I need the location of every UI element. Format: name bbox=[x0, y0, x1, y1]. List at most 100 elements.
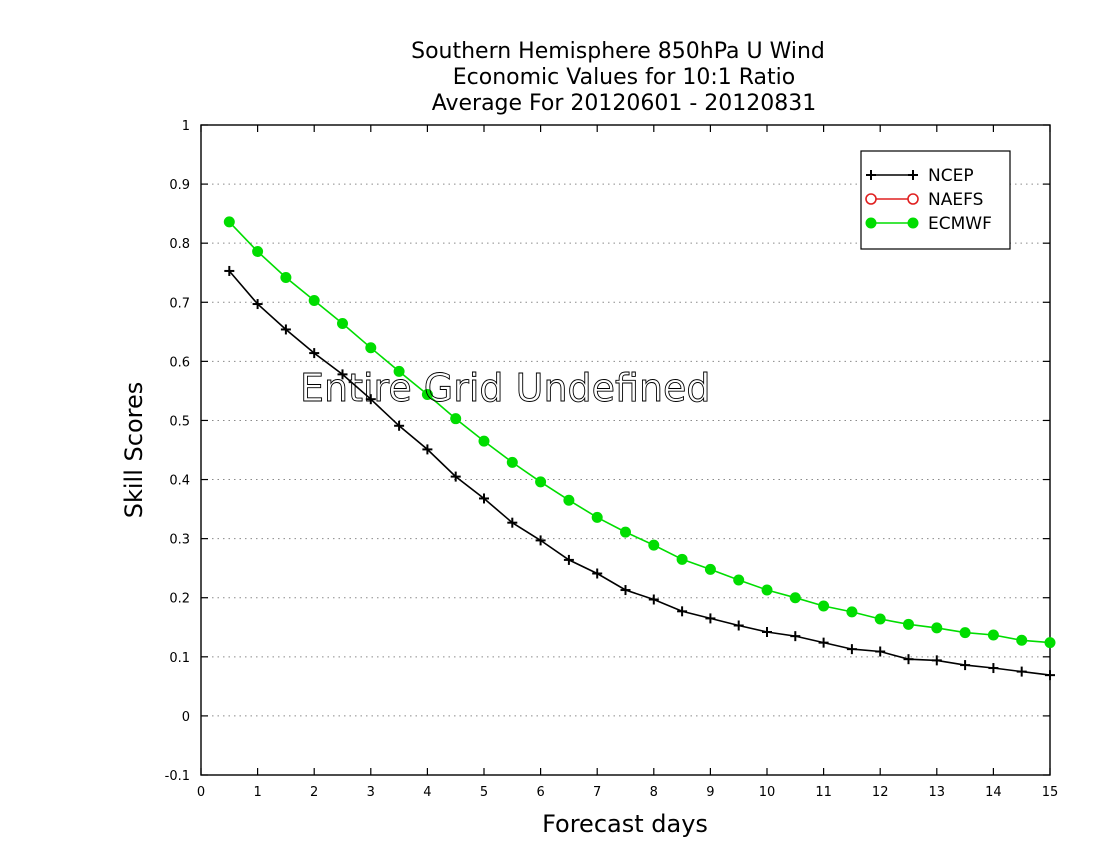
legend-marker-start bbox=[865, 217, 877, 229]
legend-label: ECMWF bbox=[928, 214, 992, 234]
ecmwf-point bbox=[478, 435, 490, 447]
y-tick-label: 0 bbox=[182, 710, 190, 725]
ncep-point bbox=[507, 517, 518, 528]
ecmwf-point bbox=[1016, 634, 1028, 646]
legend-label: NAEFS bbox=[928, 190, 983, 210]
ncep-point bbox=[422, 444, 433, 455]
x-tick-label: 12 bbox=[872, 785, 889, 800]
ncep-point bbox=[224, 265, 235, 276]
ecmwf-point bbox=[252, 245, 264, 257]
ncep-point bbox=[563, 554, 574, 565]
ncep-point bbox=[960, 660, 971, 671]
ecmwf-point bbox=[704, 563, 716, 575]
ecmwf-point bbox=[874, 613, 886, 625]
legend-marker-end bbox=[907, 217, 919, 229]
y-axis-ticks: -0.1 0 0.1 0.2 0.3 0.4 0.5 0.6 0.7 0.8 0.9 1 bbox=[165, 119, 1050, 784]
x-tick-label: 4 bbox=[423, 785, 431, 800]
x-tick-label: 14 bbox=[985, 785, 1002, 800]
ecmwf-point bbox=[1044, 637, 1056, 649]
x-tick-label: 10 bbox=[759, 785, 776, 800]
x-axis-ticks: 0 1 2 3 4 5 6 7 8 9 10 11 12 13 14 15 bbox=[197, 125, 1058, 800]
series-ncep bbox=[224, 265, 1055, 681]
y-tick-label: 0.1 bbox=[169, 651, 190, 666]
title-line-2: Economic Values for 10:1 Ratio bbox=[453, 65, 795, 90]
legend-items: NCEP NAEFS ECMWF bbox=[865, 166, 992, 234]
x-tick-label: 15 bbox=[1042, 785, 1059, 800]
x-tick-label: 5 bbox=[480, 785, 488, 800]
x-tick-label: 2 bbox=[310, 785, 318, 800]
ecmwf-point bbox=[648, 539, 660, 551]
ncep-point bbox=[846, 644, 857, 655]
x-axis-title: Forecast days bbox=[542, 810, 708, 838]
ncep-point bbox=[818, 637, 829, 648]
ecmwf-point bbox=[421, 388, 433, 400]
legend-item-ncep: NCEP bbox=[866, 166, 974, 186]
ncep-point bbox=[309, 348, 320, 359]
ncep-point bbox=[931, 655, 942, 666]
ncep-point bbox=[733, 620, 744, 631]
y-tick-label: 0.6 bbox=[169, 355, 190, 370]
ecmwf-point bbox=[620, 526, 631, 538]
ecmwf-point bbox=[903, 618, 914, 630]
ecmwf-point bbox=[280, 271, 292, 283]
x-tick-label: 7 bbox=[593, 785, 601, 800]
plot-frame bbox=[200, 124, 1051, 776]
x-tick-label: 6 bbox=[536, 785, 544, 800]
ncep-point bbox=[875, 646, 886, 657]
ncep-point bbox=[677, 606, 688, 617]
x-tick-label: 3 bbox=[367, 785, 375, 800]
ecmwf-point bbox=[365, 342, 377, 354]
series-ecmwf bbox=[223, 216, 1056, 649]
undefined-grid-annotation: Entire Grid Undefined bbox=[300, 366, 711, 410]
ncep-point bbox=[337, 369, 348, 380]
y-tick-label: 0.3 bbox=[169, 533, 190, 548]
ecmwf-point bbox=[535, 476, 547, 488]
ecmwf-point bbox=[563, 494, 575, 506]
x-tick-label: 8 bbox=[650, 785, 658, 800]
series-layer bbox=[223, 216, 1056, 681]
ncep-point bbox=[535, 535, 546, 546]
ecmwf-point bbox=[931, 622, 943, 634]
ecmwf-point bbox=[223, 216, 235, 228]
ecmwf-point bbox=[818, 600, 830, 612]
x-tick-label: 1 bbox=[253, 785, 261, 800]
ecmwf-point bbox=[506, 456, 518, 468]
y-tick-label: 0.5 bbox=[169, 414, 190, 429]
legend-marker-start bbox=[866, 170, 876, 180]
legend: NCEP NAEFS ECMWF bbox=[860, 150, 1011, 250]
ecmwf-point bbox=[789, 592, 801, 604]
ncep-point bbox=[988, 663, 999, 674]
legend-box bbox=[860, 150, 1011, 250]
ncep-point bbox=[280, 324, 291, 335]
y-tick-label: 0.9 bbox=[169, 178, 190, 193]
ecmwf-point bbox=[846, 606, 858, 618]
y-tick-label: 1 bbox=[182, 119, 190, 134]
ecmwf-point bbox=[393, 365, 405, 377]
y-tick-label: 0.2 bbox=[169, 592, 190, 607]
ncep-point bbox=[479, 493, 489, 504]
ncep-point bbox=[252, 299, 263, 310]
ncep-point bbox=[394, 420, 405, 431]
legend-item-ecmwf: ECMWF bbox=[865, 214, 992, 234]
ecmwf-point bbox=[450, 413, 462, 425]
legend-marker-start bbox=[865, 193, 877, 205]
ncep-point bbox=[365, 394, 376, 405]
title-line-1: Southern Hemisphere 850hPa U Wind bbox=[411, 39, 825, 64]
ncep-point bbox=[790, 631, 801, 642]
ncep-point bbox=[592, 568, 603, 579]
x-tick-label: 13 bbox=[929, 785, 946, 800]
legend-item-naefs: NAEFS bbox=[865, 190, 983, 210]
ncep-point bbox=[450, 471, 461, 482]
legend-marker-end bbox=[907, 193, 919, 205]
ncep-point bbox=[1045, 670, 1055, 681]
ncep-point bbox=[620, 585, 631, 596]
y-tick-label: -0.1 bbox=[165, 769, 190, 784]
x-tick-label: 0 bbox=[197, 785, 205, 800]
ncep-point bbox=[903, 654, 914, 665]
ecmwf-point bbox=[761, 584, 773, 596]
ecmwf-point bbox=[676, 553, 688, 565]
legend-label: NCEP bbox=[928, 166, 974, 186]
ncep-point bbox=[1016, 666, 1027, 677]
ncep-point bbox=[648, 594, 659, 605]
